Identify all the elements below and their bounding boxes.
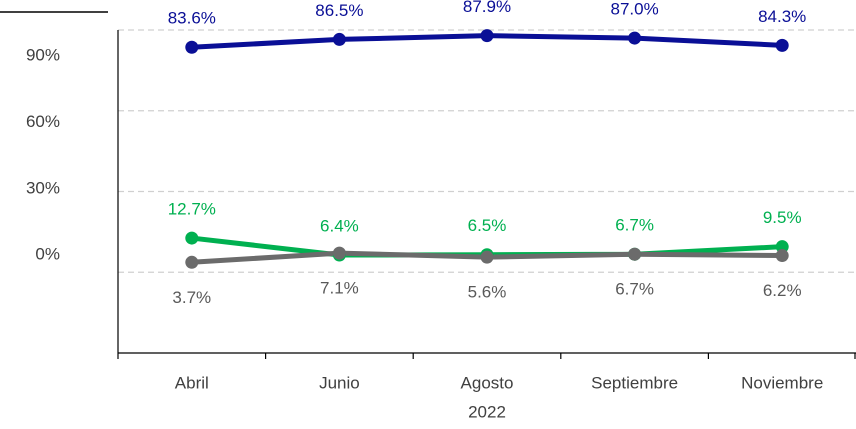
y-tick-label: 90% xyxy=(26,46,60,65)
data-label: 5.6% xyxy=(468,283,507,302)
data-point xyxy=(185,255,199,269)
data-label: 6.7% xyxy=(615,216,654,235)
data-label: 6.4% xyxy=(320,217,359,236)
x-tick-label: Agosto xyxy=(461,373,514,392)
x-tick-label: Abril xyxy=(175,373,209,392)
data-label: 9.5% xyxy=(763,208,802,227)
data-point xyxy=(775,38,789,52)
data-label: 83.6% xyxy=(168,9,216,28)
data-point xyxy=(185,231,199,245)
data-label: 7.1% xyxy=(320,279,359,298)
data-label: 84.3% xyxy=(758,7,806,26)
data-label: 6.2% xyxy=(763,281,802,300)
data-label: 86.5% xyxy=(315,1,363,20)
x-tick-label: Septiembre xyxy=(591,373,678,392)
data-label: 12.7% xyxy=(168,200,216,219)
data-point xyxy=(775,240,789,254)
y-tick-label: 30% xyxy=(26,178,60,197)
data-label: 3.7% xyxy=(172,288,211,307)
data-point xyxy=(185,40,199,54)
x-tick-label: Junio xyxy=(319,373,360,392)
data-point xyxy=(775,249,789,263)
data-point xyxy=(628,31,642,45)
data-point xyxy=(480,250,494,264)
data-point xyxy=(480,29,494,43)
y-tick-label: 0% xyxy=(35,245,60,264)
data-point xyxy=(628,247,642,261)
data-point xyxy=(332,246,346,260)
data-label: 6.7% xyxy=(615,280,654,299)
data-label: 87.9% xyxy=(463,0,511,16)
x-tick-label: Noviembre xyxy=(741,373,823,392)
data-label: 87.0% xyxy=(610,0,658,19)
data-point xyxy=(332,32,346,46)
x-axis-label: 2022 xyxy=(468,402,506,421)
y-tick-label: 60% xyxy=(26,112,60,131)
data-label: 6.5% xyxy=(468,216,507,235)
